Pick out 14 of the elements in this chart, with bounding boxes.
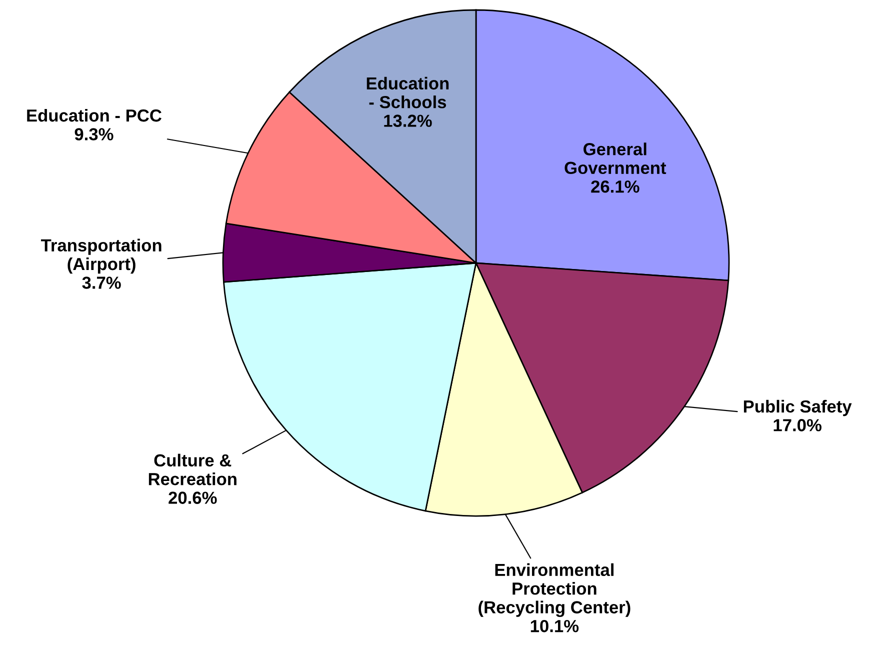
slice-label: Environmental Protection (Recycling Center) [478, 563, 630, 617]
slice-label: Transportation (Airport) [40, 238, 162, 274]
slice-label: Public Safety [744, 400, 852, 416]
slice-label: Culture & Recreation [148, 454, 236, 486]
slice-label: Education - Schools [366, 76, 449, 108]
data-label: 20.6% [168, 492, 217, 504]
slice-label: General Government [564, 142, 666, 174]
data-label: 13.2% [384, 114, 432, 127]
data-label: 26.1% [591, 180, 640, 193]
data-label: 3.7% [82, 276, 121, 289]
slice-label: Education - PCC [27, 108, 162, 122]
data-label: 17.0% [774, 419, 822, 432]
data-label: 9.3% [74, 128, 114, 140]
data-label: 10.1% [530, 620, 579, 632]
